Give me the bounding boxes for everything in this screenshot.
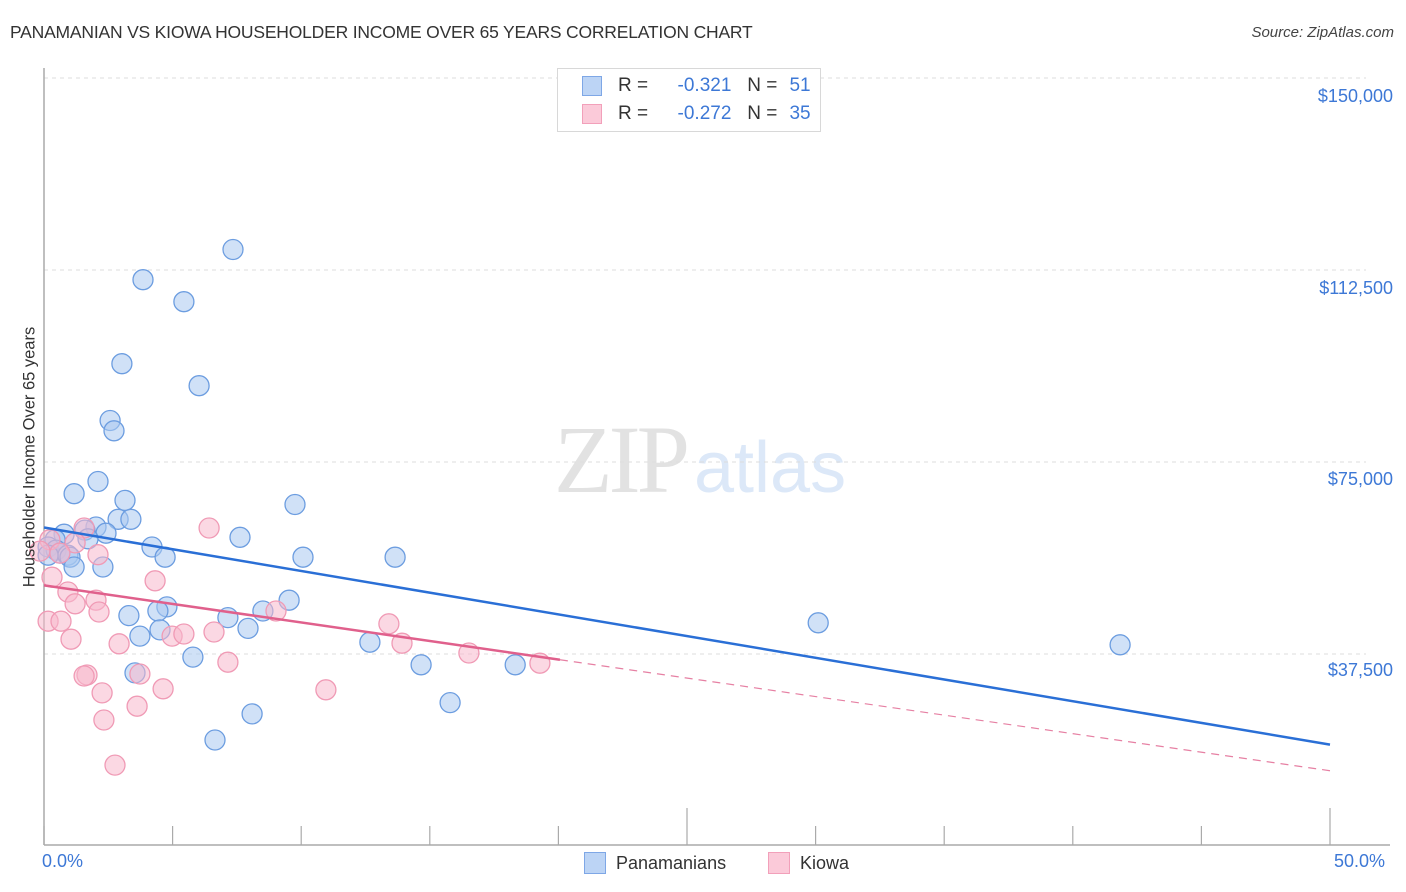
panamanians-trend-line bbox=[43, 526, 1331, 746]
data-point bbox=[114, 489, 136, 512]
data-point bbox=[87, 544, 109, 566]
data-point bbox=[64, 593, 86, 615]
r-value: -0.272 bbox=[677, 103, 732, 124]
data-point bbox=[384, 546, 406, 568]
data-point bbox=[41, 566, 63, 588]
data-point bbox=[132, 269, 154, 291]
n-label: N = bbox=[747, 75, 778, 96]
x-tick-50: 50.0% bbox=[1334, 851, 1386, 871]
data-point bbox=[204, 729, 226, 751]
data-point bbox=[108, 633, 130, 655]
data-point bbox=[198, 517, 220, 539]
legend-label: Panamanians bbox=[616, 852, 727, 873]
r-label: R = bbox=[618, 75, 649, 96]
kiowa-points bbox=[29, 517, 551, 776]
data-point bbox=[1109, 634, 1131, 656]
panamanians-points bbox=[37, 238, 1131, 751]
data-point bbox=[87, 470, 109, 493]
data-point bbox=[188, 375, 210, 397]
data-point bbox=[439, 691, 461, 714]
data-point bbox=[50, 610, 72, 632]
data-point bbox=[152, 678, 174, 700]
y-axis-label: Householder Income Over 65 years bbox=[20, 326, 39, 588]
n-value: 51 bbox=[789, 75, 811, 96]
data-point bbox=[111, 353, 133, 375]
data-point bbox=[504, 654, 526, 676]
data-point bbox=[378, 613, 400, 635]
data-point bbox=[410, 654, 432, 676]
r-label: R = bbox=[618, 103, 649, 124]
data-point bbox=[63, 483, 85, 505]
x-tick-0: 0.0% bbox=[42, 851, 84, 871]
data-point bbox=[129, 625, 151, 647]
legend-label: Kiowa bbox=[800, 852, 850, 873]
data-point bbox=[203, 621, 225, 643]
data-point bbox=[241, 703, 263, 725]
data-point bbox=[93, 709, 115, 731]
y-tick-112500: $112,500 bbox=[1319, 278, 1393, 298]
x-ticks bbox=[43, 808, 1331, 845]
kiowa-swatch bbox=[582, 104, 602, 124]
source-attribution: Source: ZipAtlas.com bbox=[1251, 24, 1394, 41]
gridlines bbox=[44, 77, 1366, 655]
data-point bbox=[237, 617, 259, 640]
trend-lines bbox=[43, 526, 1331, 772]
correlation-legend: R = -0.321 N = 51 R = -0.272 N = 35 bbox=[557, 68, 821, 132]
legend-row-kiowa: R = -0.272 N = 35 bbox=[582, 101, 811, 127]
data-point bbox=[60, 628, 82, 650]
legend-item-panamanians[interactable]: Panamanians bbox=[584, 852, 726, 874]
data-point bbox=[118, 604, 140, 627]
panamanians-swatch bbox=[582, 76, 602, 96]
data-point bbox=[104, 754, 126, 776]
r-value: -0.321 bbox=[677, 75, 732, 96]
chart-title: PANAMANIAN VS KIOWA HOUSEHOLDER INCOME O… bbox=[10, 22, 753, 42]
data-point bbox=[173, 291, 195, 313]
data-point bbox=[88, 601, 110, 623]
data-point bbox=[265, 600, 287, 622]
axes bbox=[43, 68, 1390, 846]
data-point bbox=[173, 623, 195, 645]
data-point bbox=[229, 526, 251, 548]
y-tick-150000: $150,000 bbox=[1317, 86, 1393, 106]
n-value: 35 bbox=[789, 103, 811, 124]
data-point bbox=[222, 238, 244, 261]
data-point bbox=[292, 546, 314, 568]
y-tick-37500: $37,500 bbox=[1327, 660, 1393, 680]
data-point bbox=[217, 651, 239, 673]
data-point bbox=[359, 631, 381, 653]
kiowa-trend-extension bbox=[559, 659, 1331, 772]
data-point bbox=[144, 570, 166, 592]
kiowa-swatch bbox=[768, 852, 790, 874]
data-point bbox=[103, 420, 125, 442]
data-point bbox=[73, 665, 95, 687]
n-label: N = bbox=[747, 103, 778, 124]
panamanians-swatch bbox=[584, 852, 606, 874]
data-point bbox=[315, 679, 337, 701]
data-point bbox=[182, 646, 204, 668]
data-point bbox=[63, 556, 85, 578]
data-point bbox=[126, 695, 148, 717]
y-tick-75000: $75,000 bbox=[1327, 469, 1393, 489]
legend-row-panamanians: R = -0.321 N = 51 bbox=[582, 73, 811, 99]
data-point bbox=[807, 612, 829, 634]
data-point bbox=[49, 542, 71, 564]
legend-item-kiowa[interactable]: Kiowa bbox=[768, 852, 849, 874]
kiowa-trend-line bbox=[43, 584, 561, 661]
data-point bbox=[284, 493, 306, 516]
data-point bbox=[120, 508, 142, 530]
data-point bbox=[129, 663, 151, 685]
data-point bbox=[91, 682, 113, 704]
